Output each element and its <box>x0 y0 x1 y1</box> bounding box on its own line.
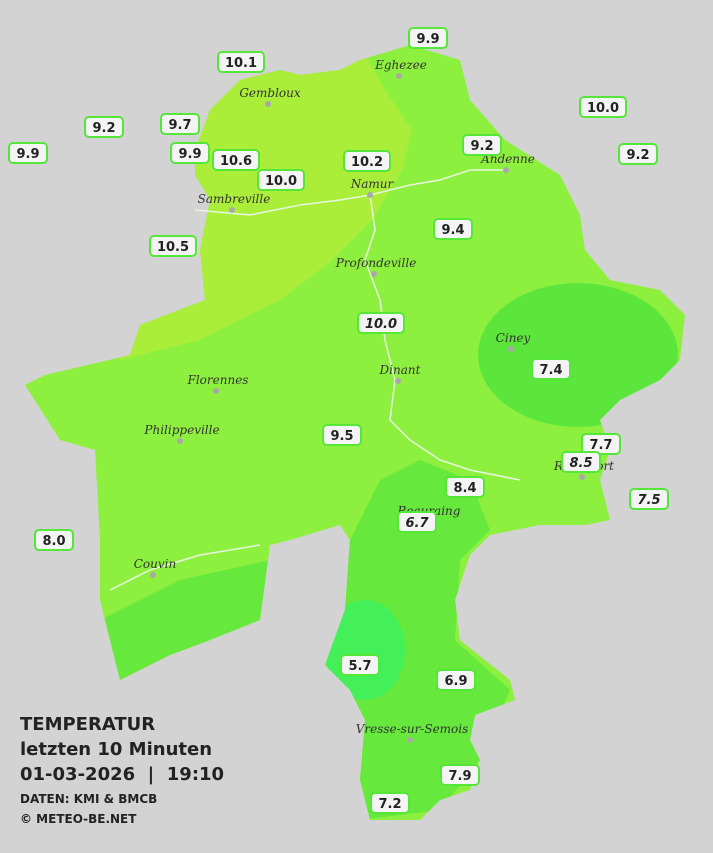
station-reading: 7.5 <box>637 493 660 508</box>
station-box <box>160 113 200 135</box>
town-label: Profondeville <box>335 256 417 270</box>
station-reading: 8.0 <box>42 534 65 549</box>
zone <box>320 460 510 820</box>
town-label: Philippeville <box>143 423 219 437</box>
station-box <box>257 169 305 191</box>
town-label: Gembloux <box>239 86 301 100</box>
town-dot <box>150 572 156 578</box>
station-box <box>433 218 473 240</box>
station-reading: 5.7 <box>348 659 371 674</box>
station-reading: 10.2 <box>351 155 383 170</box>
title: letzten 10 Minuten <box>20 739 212 760</box>
station-box <box>212 149 260 171</box>
station-reading: 9.5 <box>330 429 353 444</box>
station-reading: 7.2 <box>378 797 401 812</box>
copyright: © METEO-BE.NET <box>20 812 137 826</box>
station-box <box>436 669 476 691</box>
town-dot <box>229 207 235 213</box>
station-box <box>34 529 74 551</box>
town-label: Dinant <box>379 363 421 377</box>
station-box <box>618 143 658 165</box>
station-reading: 10.0 <box>587 101 619 116</box>
town-label: Couvin <box>134 557 176 571</box>
town-dot <box>177 438 183 444</box>
station-reading: 10.5 <box>157 240 189 255</box>
station-reading: 9.9 <box>178 147 201 162</box>
station-box <box>408 27 448 49</box>
station-box <box>581 433 621 455</box>
station-box <box>462 134 502 156</box>
station-reading: 10.1 <box>225 56 257 71</box>
station-reading: 9.9 <box>16 147 39 162</box>
station-reading: 8.5 <box>569 456 592 471</box>
station-box <box>343 150 391 172</box>
town-label: Vresse-sur-Semois <box>356 722 469 736</box>
station-box <box>561 451 601 473</box>
station-reading: 7.7 <box>589 438 612 453</box>
station-box <box>445 476 485 498</box>
zone <box>478 283 678 427</box>
station-box <box>8 142 48 164</box>
station-box <box>579 96 627 118</box>
town-label: Florennes <box>187 373 249 387</box>
station-box <box>531 358 571 380</box>
station-reading: 9.2 <box>92 121 115 136</box>
station-box <box>357 312 405 334</box>
town-label: Sambreville <box>198 192 271 206</box>
station-reading: 10.0 <box>265 174 297 189</box>
towns: EghezeeGemblouxAndenneNamurSambrevillePr… <box>134 58 614 743</box>
station-reading: 9.4 <box>441 223 464 238</box>
town-dot <box>579 474 585 480</box>
station-reading: 9.7 <box>168 118 191 133</box>
station-reading: 9.2 <box>626 148 649 163</box>
station-reading: 10.0 <box>365 317 397 332</box>
town-dot <box>265 101 271 107</box>
station-box <box>629 488 669 510</box>
legend: TEMPERATUR letzten 10 Minuten 01-03-2026… <box>20 714 224 826</box>
town-dot <box>395 378 401 384</box>
town-dot <box>407 737 413 743</box>
station-box <box>440 764 480 786</box>
station-box <box>217 51 265 73</box>
town-dot <box>396 73 402 79</box>
station-reading: 9.2 <box>470 139 493 154</box>
title: TEMPERATUR <box>20 714 155 735</box>
station-reading: 10.6 <box>220 154 252 169</box>
station-reading: 7.4 <box>539 363 562 378</box>
source: DATEN: KMI & BMCB <box>20 792 157 806</box>
town-label: Eghezee <box>374 58 427 72</box>
river <box>109 544 261 591</box>
station-reading: 6.9 <box>444 674 467 689</box>
town-label: Namur <box>350 177 395 191</box>
town-dot <box>508 346 514 352</box>
town-label: Ciney <box>496 331 531 345</box>
town-dot <box>371 271 377 277</box>
station-reading: 7.9 <box>448 769 471 784</box>
town-dot <box>503 167 509 173</box>
town-dot <box>213 388 219 394</box>
station-box <box>149 235 197 257</box>
station-box <box>340 654 380 676</box>
station-reading: 8.4 <box>453 481 476 496</box>
stations: 9.9 10.1 10.0 9.2 9.7 9.9 9.9 10.6 10.2 9.2 9.2 10.… <box>8 27 669 814</box>
station-reading: 9.9 <box>416 32 439 47</box>
station-box <box>84 116 124 138</box>
zone <box>325 600 405 700</box>
station-box <box>370 792 410 814</box>
title: 01-03-2026 | 19:10 <box>20 764 224 785</box>
town-dot <box>367 192 373 198</box>
river <box>364 194 521 481</box>
station-reading: 6.7 <box>405 516 429 531</box>
station-box <box>322 424 362 446</box>
station-box <box>170 142 210 164</box>
station-box <box>397 511 437 533</box>
